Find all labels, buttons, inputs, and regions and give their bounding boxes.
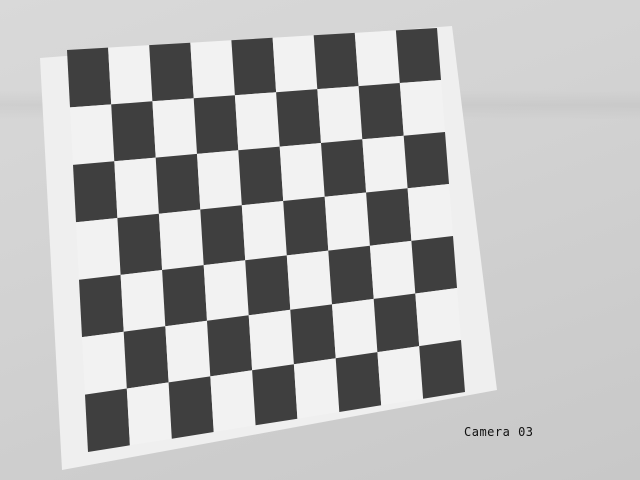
- dark-square: [403, 132, 449, 189]
- light-square: [158, 209, 204, 270]
- dark-square: [419, 340, 465, 399]
- dark-square: [321, 139, 367, 197]
- light-square: [152, 98, 197, 158]
- light-square: [279, 143, 325, 201]
- dark-square: [313, 32, 359, 90]
- light-square: [286, 250, 332, 310]
- dark-square: [67, 47, 112, 108]
- dark-square: [290, 304, 336, 365]
- dark-square: [238, 146, 284, 206]
- dark-square: [395, 28, 441, 83]
- light-square: [293, 358, 340, 419]
- dark-square: [335, 352, 382, 412]
- light-square: [165, 320, 211, 383]
- light-square: [114, 157, 159, 218]
- dark-square: [358, 83, 404, 140]
- light-square: [399, 80, 445, 136]
- dark-square: [117, 213, 163, 275]
- dark-square: [245, 255, 291, 316]
- dark-square: [207, 315, 253, 377]
- light-square: [76, 218, 121, 280]
- light-square: [190, 40, 235, 99]
- light-square: [248, 309, 294, 371]
- light-square: [317, 86, 363, 143]
- camera-label: Camera 03: [464, 425, 534, 439]
- dark-square: [411, 236, 457, 294]
- light-square: [197, 150, 242, 210]
- light-square: [377, 346, 424, 406]
- dark-square: [328, 245, 374, 305]
- light-square: [324, 192, 370, 251]
- light-square: [415, 288, 461, 347]
- light-square: [332, 298, 378, 359]
- light-square: [82, 331, 127, 395]
- checkerboard-cells: [67, 28, 465, 452]
- dark-square: [168, 376, 214, 439]
- dark-square: [366, 188, 412, 246]
- dark-square: [373, 293, 420, 353]
- dark-square: [283, 196, 329, 256]
- light-square: [369, 240, 416, 299]
- dark-square: [193, 95, 239, 154]
- light-square: [210, 370, 256, 432]
- dark-square: [155, 153, 201, 214]
- dark-square: [252, 364, 298, 426]
- light-square: [354, 30, 400, 87]
- light-square: [241, 201, 287, 261]
- dark-square: [276, 89, 321, 147]
- dark-square: [111, 101, 156, 162]
- light-square: [108, 45, 153, 105]
- light-square: [203, 260, 249, 321]
- light-square: [120, 270, 166, 332]
- dark-square: [123, 326, 169, 389]
- dark-square: [200, 205, 246, 266]
- light-square: [407, 184, 453, 241]
- light-square: [70, 104, 115, 165]
- dark-square: [79, 274, 124, 338]
- dark-square: [73, 161, 118, 223]
- dark-square: [162, 265, 207, 327]
- light-square: [126, 382, 172, 446]
- light-square: [272, 35, 318, 93]
- light-square: [234, 92, 280, 151]
- light-square: [362, 135, 408, 193]
- dark-square: [231, 37, 277, 96]
- dark-square: [149, 42, 194, 102]
- dark-square: [85, 388, 130, 452]
